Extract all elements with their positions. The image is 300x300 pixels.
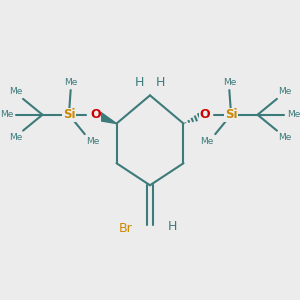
Text: Me: Me: [0, 110, 14, 119]
Text: O: O: [90, 108, 101, 121]
Text: O: O: [199, 108, 210, 121]
Text: Si: Si: [225, 108, 237, 121]
Text: Si: Si: [63, 108, 75, 121]
Text: Me: Me: [278, 87, 291, 96]
Text: Me: Me: [278, 133, 291, 142]
Text: Me: Me: [223, 78, 236, 87]
Text: Me: Me: [9, 133, 22, 142]
Text: Me: Me: [200, 137, 214, 146]
Text: H: H: [168, 220, 177, 233]
Text: Me: Me: [9, 87, 22, 96]
Text: Br: Br: [118, 222, 132, 235]
Text: Me: Me: [86, 137, 100, 146]
Polygon shape: [93, 110, 116, 124]
Text: Me: Me: [286, 110, 300, 119]
Text: Me: Me: [64, 78, 77, 87]
Text: H: H: [156, 76, 165, 89]
Text: H: H: [135, 76, 144, 89]
